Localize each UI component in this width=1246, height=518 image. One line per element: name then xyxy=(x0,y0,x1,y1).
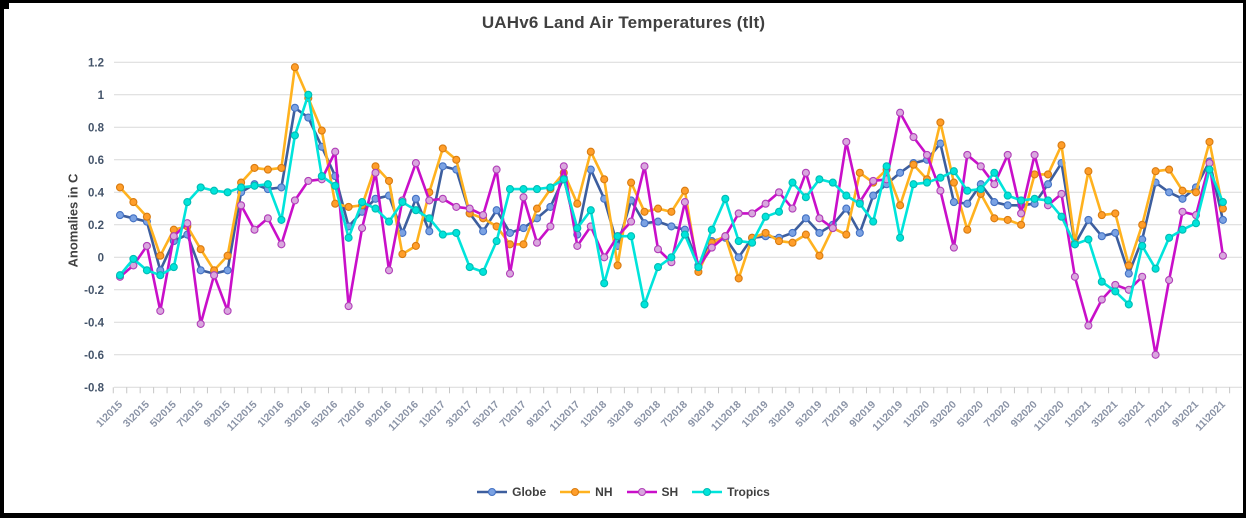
legend-swatch-tropics xyxy=(692,487,723,497)
legend-label-nh: NH xyxy=(595,485,613,499)
legend-label-globe: Globe xyxy=(512,485,547,499)
y-tick-labels: 1.2 1 0.8 0.6 0.4 0.2 0 -0.2 -0.4 -0.6 -0.8 xyxy=(84,57,104,394)
svg-text:7\2020: 7\2020 xyxy=(982,399,1013,430)
svg-text:1\2019: 1\2019 xyxy=(740,399,771,430)
svg-text:-0.2: -0.2 xyxy=(84,285,104,297)
svg-text:7\2019: 7\2019 xyxy=(820,399,851,430)
svg-text:7\2018: 7\2018 xyxy=(659,399,690,430)
svg-text:7\2015: 7\2015 xyxy=(175,399,206,430)
x-tick-labels: 1\20153\20155\20157\20159\201511\20151\2… xyxy=(94,399,1228,434)
chart-title: UAHv6 Land Air Temperatures (tlt) xyxy=(481,13,766,32)
svg-text:7\2021: 7\2021 xyxy=(1143,399,1174,430)
svg-text:-0.6: -0.6 xyxy=(84,350,104,362)
line-chart-plot: 1.210.80.60.40.20-0.2-0.4-0.6-0.81\20153… xyxy=(84,57,1242,434)
svg-text:5\2017: 5\2017 xyxy=(471,399,502,430)
legend-swatch-nh xyxy=(560,487,591,497)
svg-text:3\2019: 3\2019 xyxy=(766,399,797,430)
svg-text:-0.8: -0.8 xyxy=(84,382,104,394)
svg-text:0.2: 0.2 xyxy=(88,220,104,232)
svg-text:5\2020: 5\2020 xyxy=(955,399,986,430)
svg-text:5\2019: 5\2019 xyxy=(793,399,824,430)
svg-text:0.4: 0.4 xyxy=(88,187,105,199)
svg-text:11\2015: 11\2015 xyxy=(225,399,260,434)
svg-text:11\2020: 11\2020 xyxy=(1032,399,1067,434)
corner-square xyxy=(4,3,9,9)
series-sh xyxy=(115,108,1227,359)
legend-label-sh: SH xyxy=(661,485,679,499)
legend-label-tropics: Tropics xyxy=(727,485,770,499)
svg-text:3\2015: 3\2015 xyxy=(121,399,152,430)
svg-text:5\2021: 5\2021 xyxy=(1116,399,1147,430)
svg-text:7\2016: 7\2016 xyxy=(336,399,367,430)
svg-text:1\2021: 1\2021 xyxy=(1062,399,1093,430)
svg-text:5\2018: 5\2018 xyxy=(632,399,663,430)
svg-text:1\2018: 1\2018 xyxy=(578,399,609,430)
series-tropics xyxy=(115,90,1227,309)
chart-legend: Globe NH SH Tropics xyxy=(4,485,1243,499)
x-axis-ticks xyxy=(112,387,1231,394)
svg-text:1\2016: 1\2016 xyxy=(255,399,286,430)
legend-item-sh: SH xyxy=(626,485,679,499)
svg-text:1\2017: 1\2017 xyxy=(417,399,448,430)
legend-swatch-globe xyxy=(477,487,508,497)
svg-text:1\2015: 1\2015 xyxy=(94,399,125,430)
svg-text:1: 1 xyxy=(98,90,105,102)
svg-text:11\2021: 11\2021 xyxy=(1193,399,1228,434)
svg-text:11\2016: 11\2016 xyxy=(386,399,421,434)
svg-text:0.8: 0.8 xyxy=(88,122,105,134)
legend-swatch-sh xyxy=(626,487,657,497)
svg-text:11\2018: 11\2018 xyxy=(709,399,744,434)
svg-text:0: 0 xyxy=(98,252,104,264)
svg-text:0.6: 0.6 xyxy=(88,155,104,167)
svg-text:3\2021: 3\2021 xyxy=(1089,399,1120,430)
svg-text:11\2019: 11\2019 xyxy=(870,399,905,434)
legend-item-globe: Globe xyxy=(477,485,546,499)
svg-text:3\2018: 3\2018 xyxy=(605,399,636,430)
svg-text:5\2016: 5\2016 xyxy=(309,399,340,430)
svg-text:3\2020: 3\2020 xyxy=(928,399,959,430)
svg-text:-0.4: -0.4 xyxy=(84,317,104,329)
svg-text:5\2015: 5\2015 xyxy=(148,399,179,430)
svg-text:1\2020: 1\2020 xyxy=(901,399,932,430)
legend-item-nh: NH xyxy=(560,485,613,499)
svg-text:11\2017: 11\2017 xyxy=(547,399,582,434)
legend-item-tropics: Tropics xyxy=(692,485,770,499)
svg-text:7\2017: 7\2017 xyxy=(497,399,528,430)
svg-text:3\2017: 3\2017 xyxy=(444,399,475,430)
svg-text:3\2016: 3\2016 xyxy=(282,399,313,430)
svg-text:1.2: 1.2 xyxy=(88,57,104,69)
